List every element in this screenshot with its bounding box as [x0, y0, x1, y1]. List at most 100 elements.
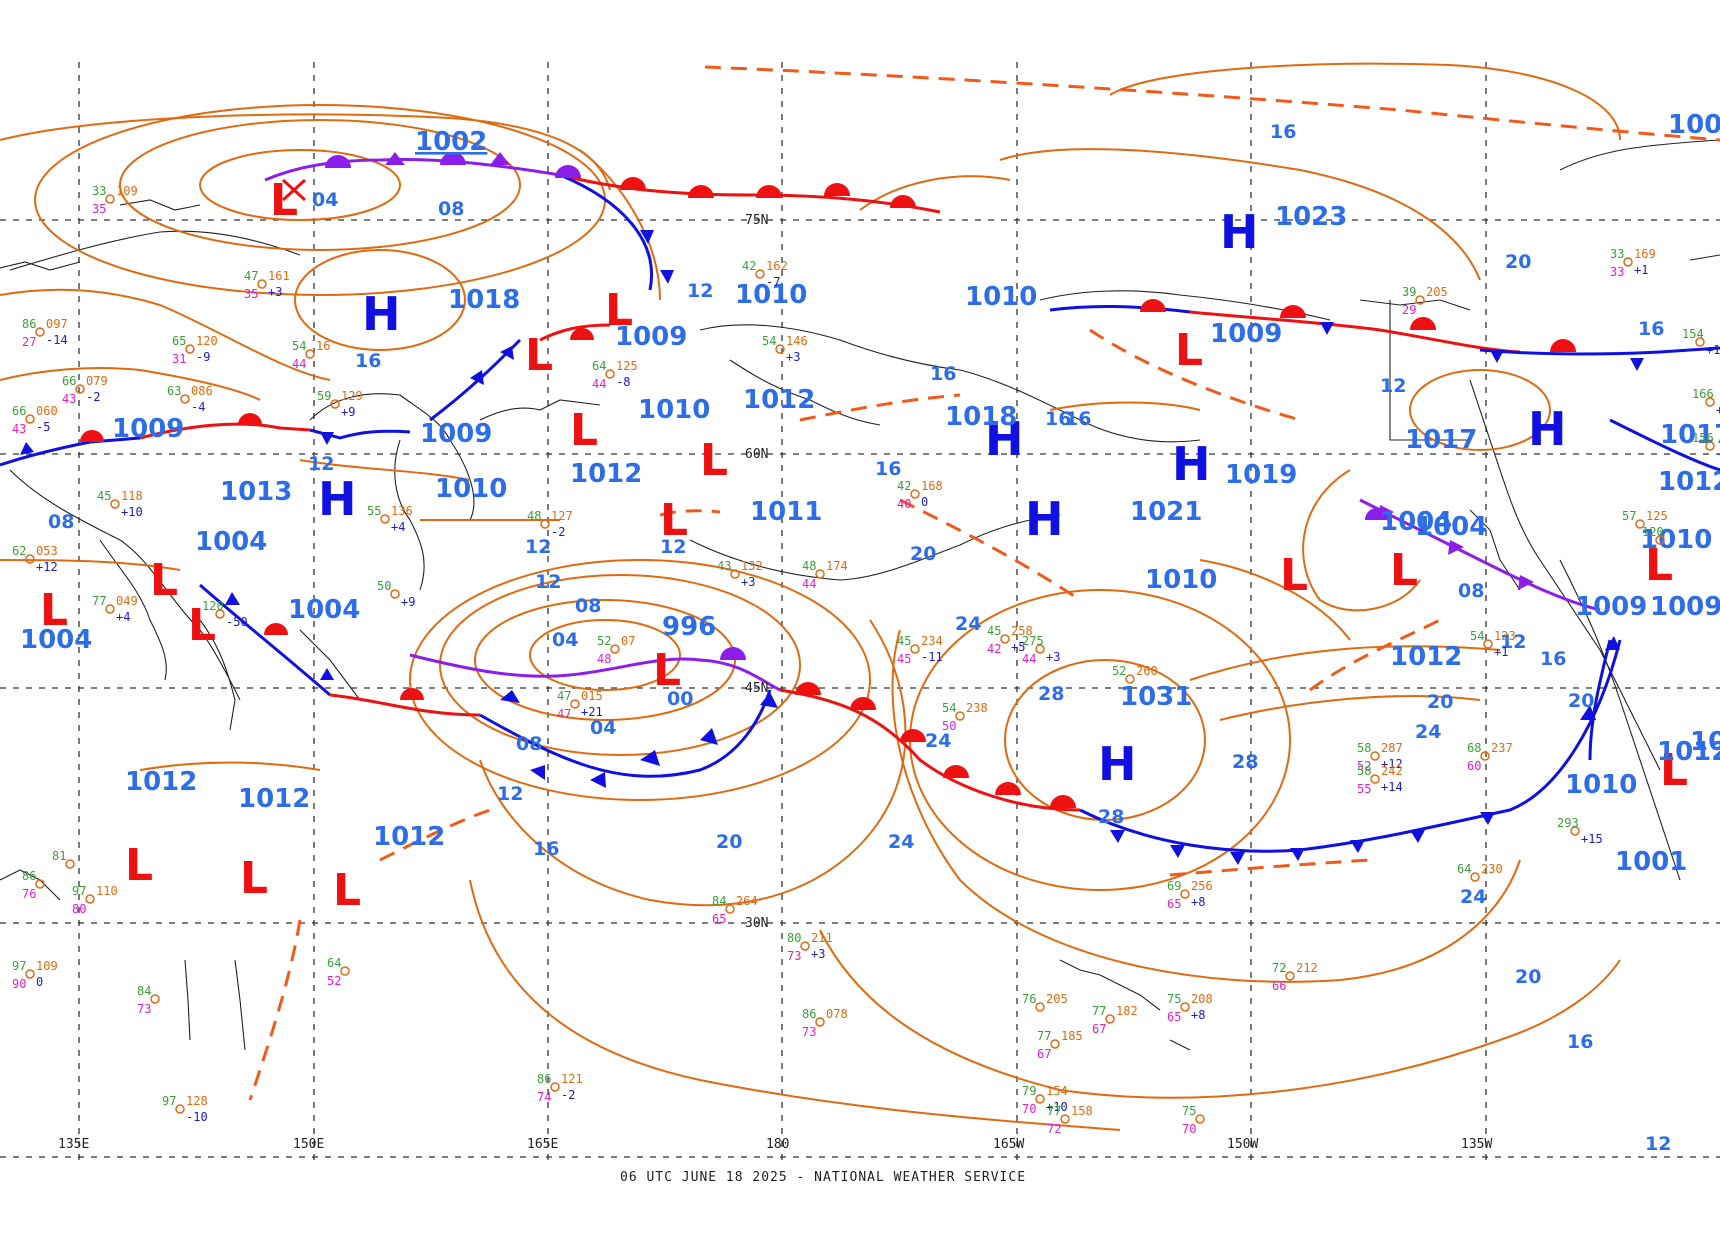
station-temp: 45: [97, 489, 111, 503]
svg-text:20: 20: [1568, 690, 1594, 712]
station-tendency: -2: [551, 525, 565, 539]
svg-text:1011: 1011: [750, 497, 822, 527]
station-tendency: +10: [1046, 1100, 1068, 1114]
station-dewpoint: 50: [942, 719, 956, 733]
svg-text:12: 12: [1380, 375, 1406, 397]
station-temp: 84: [137, 984, 151, 998]
station-temp: 47: [557, 689, 571, 703]
station-dewpoint: 45: [897, 652, 911, 666]
station-tendency: +21: [581, 705, 603, 719]
station-tendency: +1: [1494, 645, 1508, 659]
station-circle: [1370, 774, 1380, 784]
svg-text:20: 20: [716, 831, 742, 853]
station-dewpoint: 73: [137, 1002, 151, 1016]
station-temp: 120: [1642, 525, 1664, 539]
svg-text:04: 04: [552, 629, 578, 651]
svg-text:1010: 1010: [1640, 525, 1712, 555]
svg-text:00: 00: [667, 688, 693, 710]
station-pressure: 127: [551, 509, 573, 523]
high-center: H 1013: [220, 472, 357, 526]
station-plot: 69 256 +8 65: [1167, 879, 1213, 911]
station-plot: 97 110 80: [72, 884, 118, 916]
station-temp: 275: [1022, 634, 1044, 648]
svg-text:H: H: [985, 412, 1024, 466]
station-tendency: +3: [1046, 650, 1060, 664]
station-tendency: +3: [741, 575, 755, 589]
station-plot: 77 185 67: [1037, 1029, 1083, 1061]
station-circle: [815, 569, 825, 579]
svg-text:L: L: [125, 840, 153, 891]
station-circle: [730, 569, 740, 579]
svg-text:L: L: [660, 495, 688, 546]
svg-text:L: L: [1645, 540, 1673, 591]
station-dewpoint: 29: [1402, 303, 1416, 317]
station-pressure: 185: [1061, 1029, 1083, 1043]
svg-text:1009: 1009: [112, 414, 184, 444]
low-center: L 1010: [1145, 550, 1308, 601]
station-circle: [1285, 971, 1295, 981]
station-pressure: 161: [268, 269, 290, 283]
station-temp: 58: [1357, 741, 1371, 755]
station-temp: 293: [1557, 816, 1579, 830]
station-plot: 79 154 +10 70: [1022, 1084, 1068, 1116]
station-pressure: 211: [811, 931, 833, 945]
station-plot: 39 205 29: [1402, 285, 1448, 317]
station-circle: [85, 894, 95, 904]
svg-text:1010: 1010: [735, 280, 807, 310]
high-center: H 1019: [1172, 437, 1297, 491]
station-temp: 47: [244, 269, 258, 283]
station-dewpoint: 74: [537, 1090, 551, 1104]
station-plot: 48 174 44: [802, 559, 848, 591]
station-circle: [800, 941, 810, 951]
svg-text:12: 12: [1645, 1133, 1671, 1155]
station-tendency: +4: [116, 610, 130, 624]
station-circle: [1180, 1002, 1190, 1012]
station-temp: 81: [52, 849, 66, 863]
station-pressure: 015: [581, 689, 603, 703]
svg-text:16: 16: [1540, 648, 1566, 670]
station-temp: 54: [292, 339, 306, 353]
station-plot: 72 212 66: [1272, 961, 1318, 993]
station-pressure: 287: [1381, 741, 1403, 755]
station-plot: 42 168 0 40: [897, 479, 943, 511]
svg-text:1013: 1013: [220, 477, 292, 507]
isobar-labels: 04 08 16 12 12 12 16 16 20 16 12 08 08 0…: [48, 121, 1671, 1155]
station-temp: 65: [172, 334, 186, 348]
high-center: H 1023: [1220, 202, 1347, 259]
station-tendency: +11: [1706, 343, 1720, 357]
station-pressure: 049: [116, 594, 138, 608]
chart-footer: 06 UTC JUNE 18 2025 - NATIONAL WEATHER S…: [620, 1170, 1026, 1185]
station-circle: [1060, 1114, 1070, 1124]
station-plot: 154+11: [1682, 327, 1720, 357]
svg-text:L: L: [188, 600, 216, 651]
station-tendency: -8: [616, 375, 630, 389]
isobars: [0, 62, 1621, 1131]
lon-label: 180: [766, 1137, 789, 1152]
station-plot: 54 16 44: [292, 339, 330, 371]
svg-text:L: L: [525, 330, 553, 381]
svg-text:1018: 1018: [448, 285, 520, 315]
station-circle: [1623, 257, 1633, 267]
station-temp: 54: [1470, 629, 1484, 643]
svg-text:L: L: [1280, 550, 1308, 601]
station-pressure: 121: [561, 1072, 583, 1086]
low-center: L 1004: [188, 595, 360, 651]
svg-text:24: 24: [1460, 886, 1486, 908]
station-temp: 86: [22, 869, 36, 883]
station-temp: 48: [802, 559, 816, 573]
station-plot: 54 146 +3: [762, 334, 808, 364]
svg-text:24: 24: [925, 730, 951, 752]
station-dewpoint: 66: [1272, 979, 1286, 993]
svg-text:1017: 1017: [1405, 425, 1477, 455]
svg-text:12: 12: [497, 783, 523, 805]
station-circle: [65, 859, 75, 869]
station-dewpoint: 48: [597, 652, 611, 666]
svg-text:1010: 1010: [965, 282, 1037, 312]
station-pressure: 16: [316, 339, 330, 353]
station-plot: 275+3 44: [1022, 634, 1060, 666]
station-pressure: 123: [1494, 629, 1516, 643]
station-pressure: 205: [1046, 992, 1068, 1006]
station-plot: 84 264 65: [712, 894, 758, 926]
